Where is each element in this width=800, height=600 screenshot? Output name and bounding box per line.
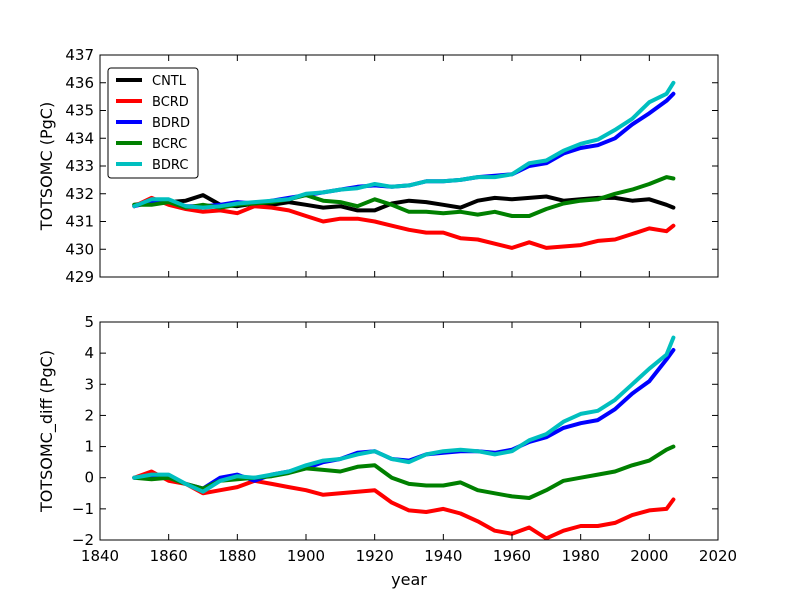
y-tick-label: 433 <box>65 157 94 175</box>
legend-label-bdrc: BDRC <box>152 158 188 173</box>
y-tick-label: 434 <box>65 129 94 147</box>
y-axis-label: TOTSOMC_diff (PgC) <box>37 350 57 513</box>
series-line-bdrc <box>132 80 676 210</box>
x-tick-label: 1980 <box>562 547 600 565</box>
bottom-panel: 1840 1860 1880 1900 1920 1940 1960 1980 2000 2020… <box>37 313 737 589</box>
y-axis-label: TOTSOMC (PgC) <box>37 102 56 231</box>
series-group <box>132 335 676 540</box>
legend-label-bcrc: BCRC <box>152 137 187 152</box>
legend-box <box>107 67 199 179</box>
x-tick-label: 1880 <box>218 547 256 565</box>
series-line-bcrd <box>132 195 676 250</box>
y-tick-label: 435 <box>65 102 94 120</box>
y-tick-label: 429 <box>65 268 94 286</box>
x-tick-label: 1940 <box>424 547 462 565</box>
axes-frame <box>99 321 719 541</box>
legend-label-cntl: CNTL <box>152 74 187 89</box>
legend: CNTL BCRD BDRD BCRC BDRC <box>107 67 199 179</box>
top-panel: 429 430 431 432 433 434 435 436 437 TOTSOMC (PgC)… <box>37 46 719 286</box>
series-line-bcrd <box>132 469 676 540</box>
x-tick-label: 1840 <box>81 547 119 565</box>
y-tick-label: 3 <box>84 375 94 393</box>
y-tick-label: 437 <box>65 46 94 64</box>
y-tick-label: 4 <box>84 344 94 362</box>
x-axis-label: year <box>391 570 427 589</box>
legend-label-bcrd: BCRD <box>152 95 189 110</box>
legend-label-bdrd: BDRD <box>152 116 190 131</box>
x-tick-label: 1960 <box>493 547 531 565</box>
y-tick-label: 431 <box>65 213 94 231</box>
x-tick-label: 2020 <box>699 547 737 565</box>
y-tick-label: −2 <box>72 531 94 549</box>
y-tick-label: 430 <box>65 240 94 258</box>
y-tick-label: −1 <box>72 500 94 518</box>
series-line-bdrd <box>132 91 676 209</box>
series-group <box>132 80 676 250</box>
y-tick-label: 432 <box>65 185 94 203</box>
y-tick-label: 2 <box>84 406 94 424</box>
x-tick-label: 1860 <box>150 547 188 565</box>
series-line-bdrd <box>132 348 676 491</box>
x-tick-label: 1920 <box>356 547 394 565</box>
x-tick-label: 1900 <box>287 547 325 565</box>
x-tick-label: 2000 <box>630 547 668 565</box>
y-tick-label: 1 <box>84 438 94 456</box>
y-tick-label: 0 <box>84 469 94 487</box>
y-tick-label: 436 <box>65 74 94 92</box>
y-tick-label: 5 <box>84 313 94 331</box>
series-line-bdrc <box>132 335 676 494</box>
